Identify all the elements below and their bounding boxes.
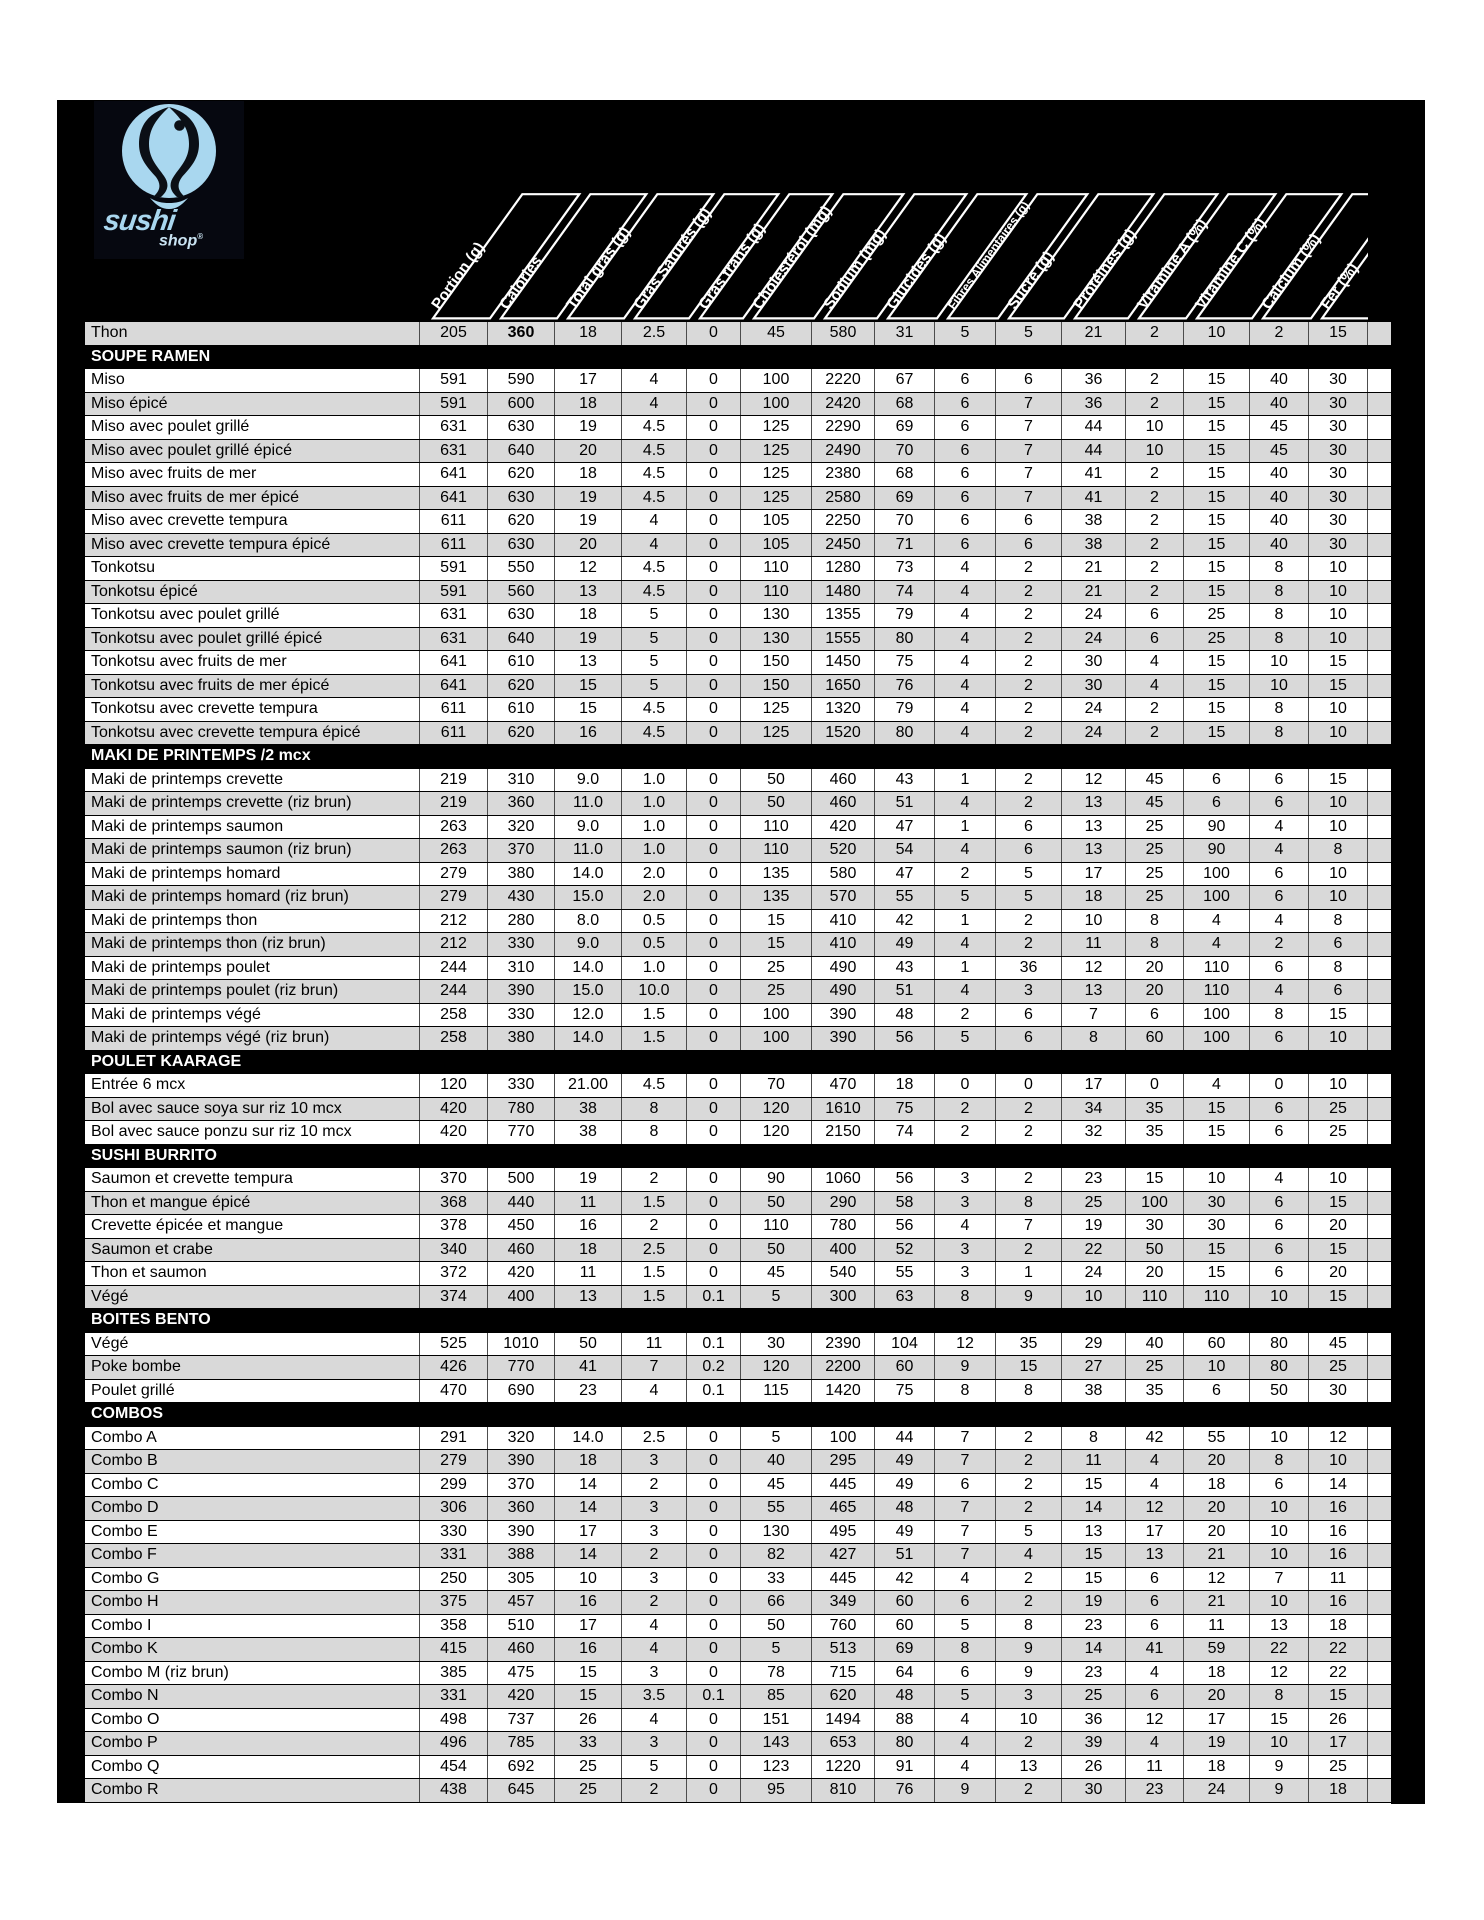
svg-text:Calcium (%): Calcium (%) [1258, 231, 1324, 313]
svg-text:Glucides (g): Glucides (g) [883, 230, 949, 313]
svg-text:Sodium (mg): Sodium (mg) [820, 226, 889, 313]
svg-text:Cholestérol (mg): Cholestérol (mg) [749, 203, 835, 313]
svg-text:Portion (g): Portion (g) [428, 239, 488, 313]
svg-text:Sucre (g): Sucre (g) [1004, 248, 1057, 312]
svg-text:Total gras (g): Total gras (g) [563, 224, 633, 313]
svg-text:Fer (%): Fer (%) [1317, 260, 1361, 313]
svg-text:Calories: Calories [496, 253, 546, 313]
svg-text:Protéines (g): Protéines (g) [1070, 226, 1139, 313]
